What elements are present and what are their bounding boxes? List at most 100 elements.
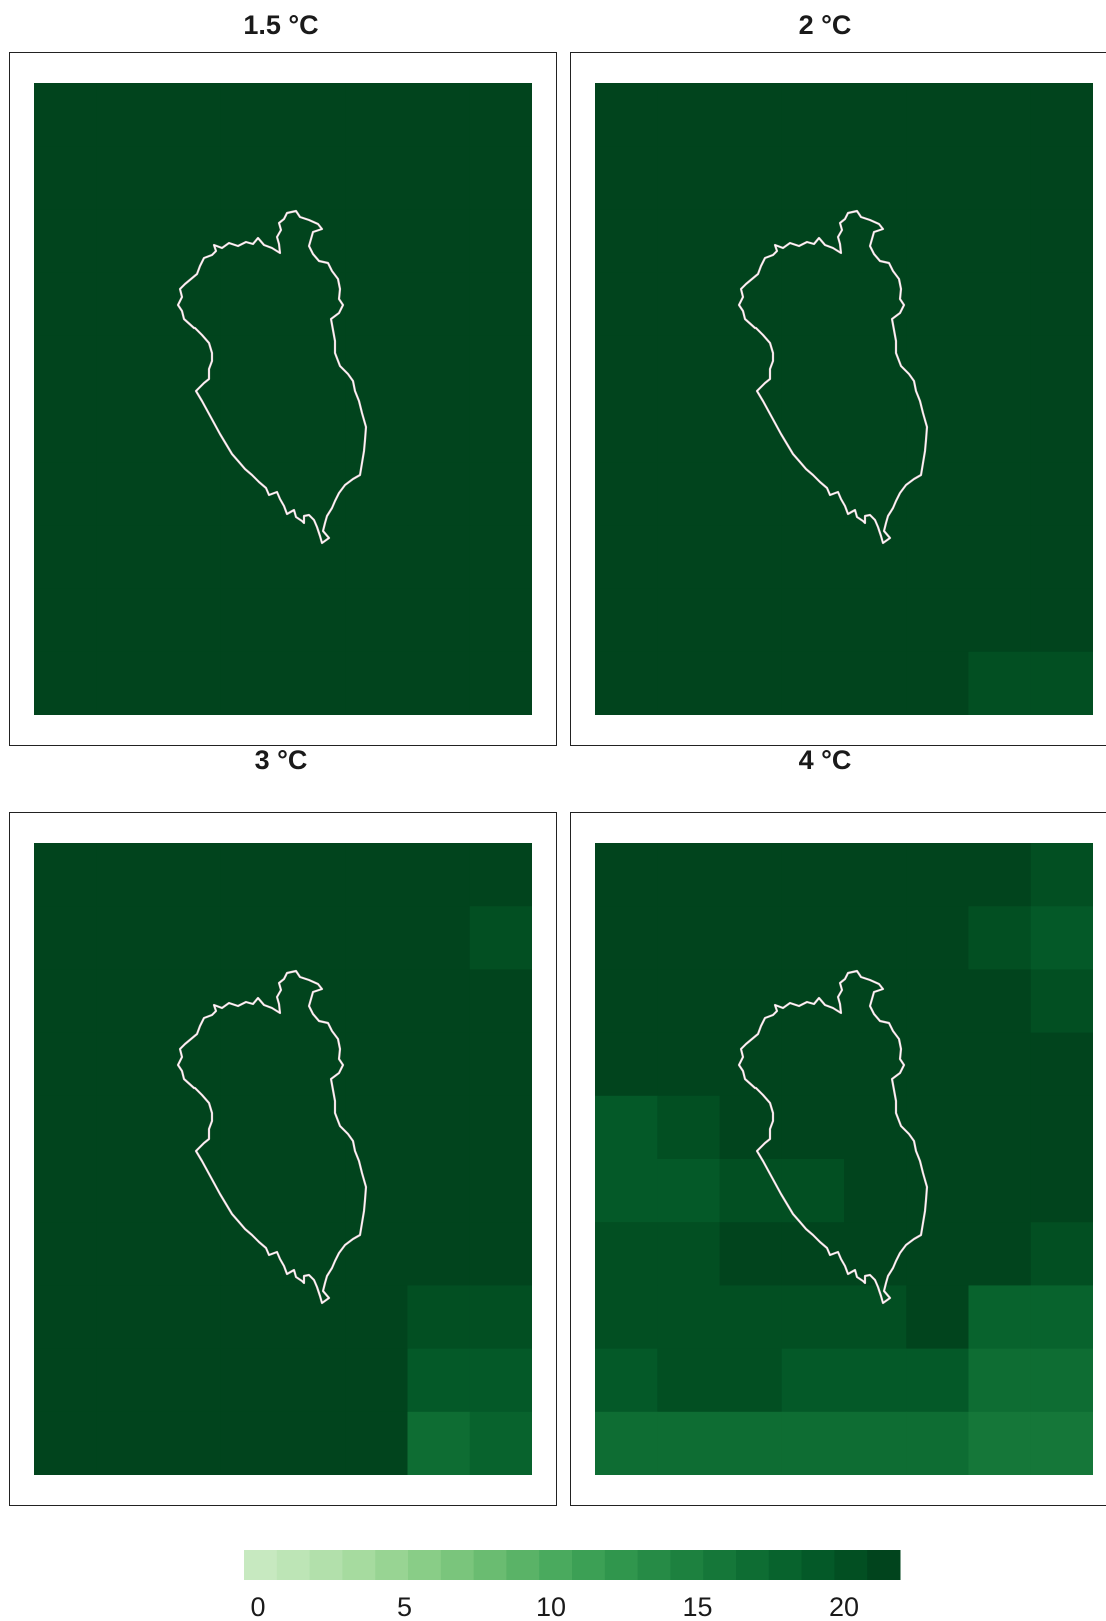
- heatmap-4: [595, 843, 1093, 1475]
- heatmap-cell: [283, 843, 346, 907]
- heatmap-cell: [407, 146, 471, 210]
- heatmap-cell: [595, 1285, 658, 1350]
- heatmap-cells-4: [595, 843, 1093, 1475]
- heatmap-cell: [220, 1348, 284, 1413]
- heatmap-cell: [34, 399, 97, 463]
- heatmap-cell: [657, 209, 721, 274]
- panel-frame-2: [570, 52, 1106, 746]
- heatmap-cell: [469, 1095, 532, 1160]
- heatmap-cell: [345, 83, 409, 147]
- colorbar-legend: 0 5 10 15 20: [244, 1550, 901, 1621]
- heatmap-cell: [158, 969, 222, 1034]
- heatmap-cell: [906, 1285, 970, 1350]
- heatmap-cell: [906, 146, 970, 210]
- region-outline: [738, 970, 928, 1304]
- heatmap-cell: [34, 146, 97, 210]
- heatmap-cell: [781, 969, 845, 1034]
- heatmap-cell: [657, 146, 721, 210]
- heatmap-cell: [96, 525, 160, 590]
- heatmap-cell: [34, 843, 97, 907]
- heatmap-cell: [595, 1411, 658, 1475]
- heatmap-cell: [781, 906, 845, 970]
- heatmap-cell: [34, 1348, 97, 1413]
- colorbar-swatch: [670, 1550, 704, 1580]
- region-outline: [177, 970, 367, 1304]
- heatmap-cell: [781, 209, 845, 274]
- heatmap-cell: [906, 1411, 970, 1475]
- heatmap-cell: [407, 906, 471, 970]
- heatmap-cell: [283, 1095, 346, 1160]
- heatmap-cell: [345, 1095, 409, 1160]
- heatmap-cell: [345, 525, 409, 590]
- heatmap-cell: [781, 83, 845, 147]
- heatmap-cell: [220, 335, 284, 400]
- heatmap-cell: [968, 969, 1032, 1034]
- heatmap-cell: [96, 462, 160, 526]
- heatmap-cell: [595, 843, 658, 907]
- heatmap-cell: [96, 969, 160, 1034]
- heatmap-cell: [34, 1159, 97, 1223]
- heatmap-cell: [1030, 525, 1093, 590]
- heatmap-cell: [1030, 843, 1093, 907]
- colorbar-swatch: [768, 1550, 803, 1580]
- heatmap-cell: [906, 335, 970, 400]
- heatmap-cell: [595, 1348, 658, 1413]
- heatmap-cell: [158, 209, 222, 274]
- heatmap-cell: [220, 1159, 284, 1223]
- heatmap-cell: [96, 1159, 160, 1223]
- heatmap-cell: [96, 843, 160, 907]
- heatmap-cell: [96, 335, 160, 400]
- heatmap-cell: [595, 906, 658, 970]
- heatmap-cell: [781, 651, 845, 715]
- heatmap-cell: [158, 651, 222, 715]
- heatmap-cell: [844, 525, 907, 590]
- heatmap-cell: [469, 525, 532, 590]
- heatmap-cell: [657, 272, 721, 337]
- heatmap-cell: [96, 272, 160, 337]
- heatmap-cell: [906, 651, 970, 715]
- heatmap-cell: [34, 906, 97, 970]
- heatmap-cell: [595, 651, 658, 715]
- heatmap-cell: [781, 399, 845, 463]
- heatmap-cell: [1030, 588, 1093, 653]
- heatmap-cell: [657, 399, 721, 463]
- heatmap-cell: [283, 1348, 346, 1413]
- heatmap-cell: [968, 1348, 1032, 1413]
- heatmap-cell: [595, 1032, 658, 1097]
- heatmap-cell: [220, 146, 284, 210]
- heatmap-cell: [220, 399, 284, 463]
- colorbar-swatch: [408, 1550, 442, 1580]
- heatmap-cell: [844, 1159, 907, 1223]
- heatmap-cell: [844, 209, 907, 274]
- heatmap-cell: [906, 209, 970, 274]
- heatmap-cell: [345, 399, 409, 463]
- colorbar-ticks: 0 5 10 15 20: [250, 1592, 859, 1621]
- heatmap-cell: [220, 843, 284, 907]
- heatmap-cell: [158, 1095, 222, 1160]
- heatmap-cell: [407, 969, 471, 1034]
- panel-title-1: 1.5 °C: [243, 10, 319, 40]
- heatmap-cell: [844, 83, 907, 147]
- heatmap-cell: [906, 1222, 970, 1286]
- heatmap-cell: [1030, 272, 1093, 337]
- heatmap-cell: [719, 83, 783, 147]
- heatmap-cell: [719, 588, 783, 653]
- heatmap-cell: [345, 651, 409, 715]
- heatmap-cell: [595, 83, 658, 147]
- heatmap-cells-1: [34, 83, 532, 715]
- heatmap-cell: [220, 525, 284, 590]
- heatmap-cell: [220, 272, 284, 337]
- heatmap-cell: [96, 1411, 160, 1475]
- heatmap-cell: [1030, 146, 1093, 210]
- heatmap-cell: [657, 83, 721, 147]
- heatmap-cell: [844, 272, 907, 337]
- heatmap-cell: [595, 399, 658, 463]
- heatmap-cell: [719, 525, 783, 590]
- heatmap-cell: [906, 83, 970, 147]
- heatmap-cell: [407, 1348, 471, 1413]
- heatmap-cell: [345, 1032, 409, 1097]
- heatmap-cell: [657, 651, 721, 715]
- heatmap-cell: [158, 146, 222, 210]
- heatmap-cell: [781, 1411, 845, 1475]
- heatmap-cell: [719, 1285, 783, 1350]
